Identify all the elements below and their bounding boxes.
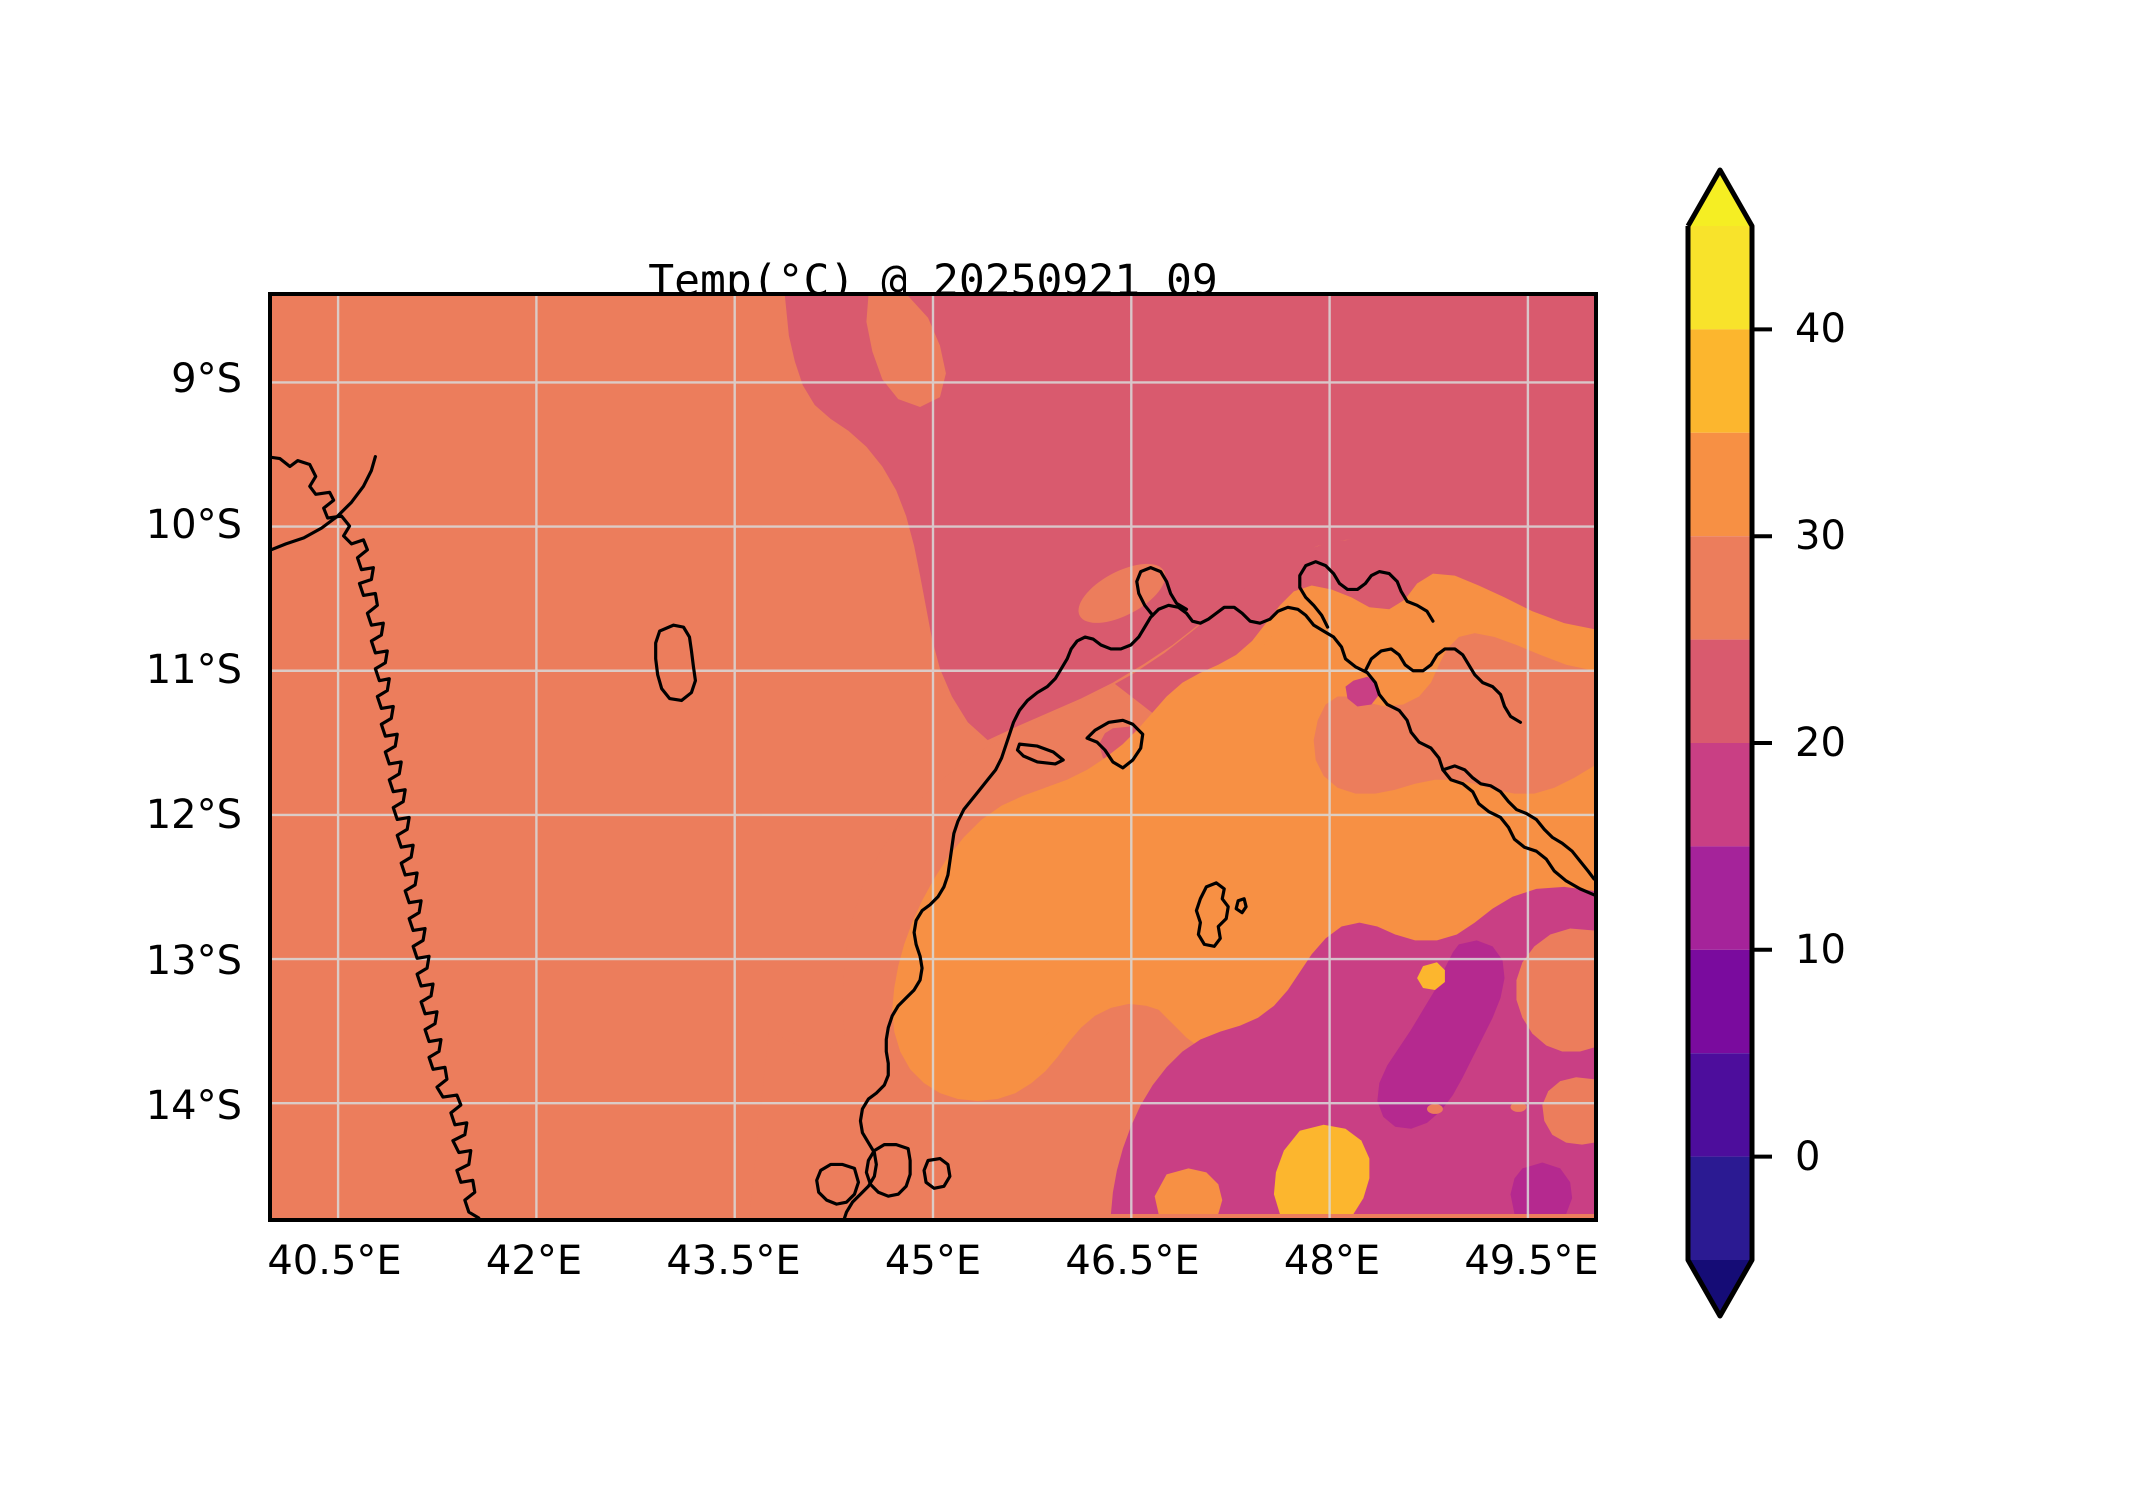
colorbar-outline (1685, 167, 1755, 1319)
contour-speck-highland-b (1427, 1103, 1443, 1114)
xtick-label-0: 40.5°E (267, 1238, 402, 1284)
colorbar-band-25-30 (1688, 536, 1752, 640)
contour-band-35-40-madagascar-coast (1273, 1124, 1370, 1215)
xtick-label-6: 49.5°E (1464, 1238, 1599, 1284)
contour-band-35-40-madagascar-north-pocket (1417, 962, 1445, 990)
coastline-mozambique (272, 455, 481, 1218)
coastline-madagascar-tip (1363, 647, 1523, 724)
map-plot-area (268, 292, 1598, 1222)
coastline-paths (272, 455, 1594, 1218)
contour-speck-highland-c (1510, 1102, 1527, 1112)
coastline-interior-nw (272, 455, 377, 552)
contour-core-magenta-north (1345, 676, 1380, 707)
colorbar-band-35-40 (1688, 329, 1752, 433)
coastline-madagascar-sw (864, 1143, 912, 1198)
colorbar-band-m5-0 (1688, 1156, 1752, 1260)
contour-warm-blob-ne-2 (1078, 563, 1166, 623)
ytick-label-4: 13°S (145, 937, 242, 984)
xtick-label-1: 42°E (485, 1238, 583, 1284)
coastline-madagascar-sw-2 (815, 1162, 861, 1206)
colorbar-tick-label-30: 30 (1795, 513, 1846, 560)
contour-band-25-30-madagascar-north (1313, 633, 1594, 794)
coastline-anjouan (1085, 718, 1145, 770)
ytick-label-0: 9°S (171, 356, 242, 403)
coastline-madagascar-sw-inlet (922, 1156, 952, 1190)
coastline-madagascar-west-bay (1135, 566, 1189, 617)
colorbar-ticks (1752, 327, 1772, 1159)
colorbar (1685, 167, 1772, 1319)
colorbar-tick-label-0: 0 (1795, 1133, 1821, 1180)
colorbar-band-10-15 (1688, 846, 1752, 950)
coastline-madagascar-ne-detail (1441, 764, 1594, 881)
coastline-mayotte-islet (1234, 897, 1248, 915)
xtick-label-4: 46.5°E (1065, 1238, 1200, 1284)
contour-band-15-20-madagascar-core (1377, 940, 1505, 1129)
colorbar-tick-label-40: 40 (1795, 306, 1846, 353)
xtick-label-2: 43.5°E (666, 1238, 801, 1284)
colorbar-band-0-5 (1688, 1053, 1752, 1157)
map-gridlines (272, 296, 1594, 1218)
coastline-mayotte (1194, 881, 1230, 948)
colorbar-band-15-20 (1688, 743, 1752, 847)
colorbar-extend-bottom (1688, 1260, 1752, 1316)
contour-band-15-20-madagascar-core-south (1510, 1162, 1573, 1215)
ytick-label-3: 12°S (145, 792, 242, 839)
colorbar-swatches (1685, 167, 1772, 1319)
colorbar-band-5-10 (1688, 949, 1752, 1054)
ytick-label-2: 11°S (145, 647, 242, 693)
ytick-label-5: 14°S (145, 1083, 242, 1130)
coastline-grande-comore (654, 623, 698, 703)
contour-band-30-35-madagascar-sw (1154, 1168, 1223, 1215)
coastline-madagascar-tip-2 (1298, 560, 1435, 629)
temperature-field (272, 296, 1594, 1218)
colorbar-extend-top (1688, 170, 1752, 226)
colorbar-band-40-45 (1688, 226, 1752, 330)
contour-notch-warm-north-2 (866, 296, 946, 408)
colorbar-tick-label-20: 20 (1795, 720, 1846, 766)
colorbar-tick-label-10: 10 (1795, 926, 1846, 973)
xtick-label-5: 48°E (1283, 1238, 1381, 1284)
ytick-label-1: 10°S (145, 501, 242, 548)
colorbar-band-30-35 (1688, 432, 1752, 537)
contour-band-20-25-ne-restore (784, 296, 1594, 741)
xtick-label-3: 45°E (884, 1238, 982, 1284)
contour-band-25-30-madagascar-east-2 (1542, 1077, 1594, 1145)
colorbar-band-20-25 (1688, 639, 1752, 743)
coastline-moheli (1015, 742, 1065, 766)
coastline-madagascar-north (842, 603, 1594, 1218)
